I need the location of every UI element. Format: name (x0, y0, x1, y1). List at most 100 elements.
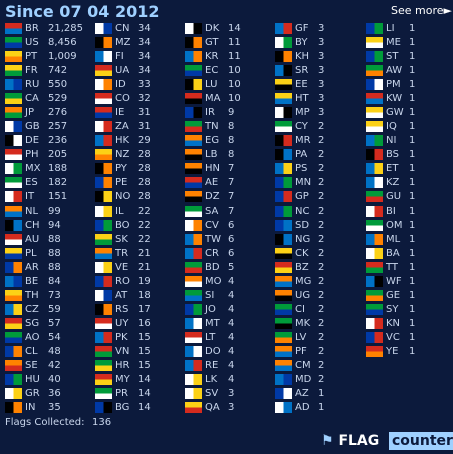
visit-count: 21 (138, 247, 151, 259)
flag-icon (185, 23, 202, 34)
country-code: UG (295, 289, 311, 301)
visit-count: 19 (138, 275, 151, 287)
flag-icon (275, 317, 292, 329)
flag-icon (185, 289, 202, 301)
visit-count: 1 (409, 219, 416, 231)
visit-count: 257 (48, 121, 68, 133)
flag-icon (95, 388, 112, 400)
visit-count: 11 (228, 51, 241, 63)
country-code: NL (25, 205, 39, 217)
country-code: GT (205, 37, 219, 49)
flag-icon (366, 65, 383, 77)
visit-count: 1 (409, 345, 416, 357)
country-code: MT (205, 317, 220, 329)
visit-count: 1 (409, 289, 416, 301)
visit-count: 1 (409, 163, 416, 175)
visit-count: 48 (48, 345, 61, 357)
flag-icon (95, 51, 112, 63)
flag-icon (95, 37, 112, 49)
visit-count: 2 (318, 149, 325, 161)
country-code: MG (295, 275, 312, 287)
flag-icon (366, 331, 383, 343)
visit-count: 4 (228, 345, 235, 357)
country-code: EC (205, 65, 219, 77)
country-code: CY (295, 121, 308, 133)
country-code: DO (205, 345, 221, 357)
flag-icon (275, 374, 292, 385)
country-code: IL (115, 205, 124, 217)
visit-count: 35 (48, 402, 61, 414)
flag-icon (95, 303, 112, 315)
visit-count: 8 (228, 121, 235, 133)
country-code: PH (25, 149, 39, 161)
flag-icon (185, 79, 202, 91)
flag-icon (5, 317, 22, 329)
flag-icon (275, 247, 292, 259)
flag-icon (366, 317, 383, 329)
visit-count: 3 (228, 388, 235, 400)
flag-icon (95, 149, 112, 161)
country-code: MA (205, 93, 221, 105)
flag-icon (185, 303, 202, 315)
visit-count: 1 (318, 388, 325, 400)
visit-count: 4 (228, 303, 235, 315)
visit-count: 54 (48, 331, 61, 343)
country-code: QA (205, 402, 220, 414)
see-more-link[interactable]: See more► (391, 4, 452, 17)
country-code: DE (25, 135, 40, 147)
visit-count: 1 (409, 37, 416, 49)
visit-count: 18 (138, 289, 151, 301)
visit-count: 2 (318, 345, 325, 357)
country-code: UA (115, 65, 130, 77)
country-code: AW (386, 65, 403, 77)
country-code: RS (115, 303, 129, 315)
footer-label: Flags Collected: (5, 417, 85, 428)
visit-count: 16 (138, 317, 151, 329)
flag-icon (275, 402, 292, 414)
country-code: GE (386, 289, 401, 301)
visit-count: 88 (48, 233, 61, 245)
visit-count: 84 (48, 275, 61, 287)
country-code: TR (115, 247, 129, 259)
flag-icon (5, 303, 22, 315)
visit-count: 8,456 (48, 37, 77, 49)
flag-icon (275, 79, 292, 91)
visit-count: 1 (409, 205, 416, 217)
country-code: CA (25, 93, 39, 105)
flag-icon (185, 261, 202, 273)
country-code: LI (386, 23, 395, 34)
country-code: SA (205, 205, 219, 217)
visit-count: 34 (138, 51, 151, 63)
country-code: IE (115, 107, 125, 119)
visit-count: 2 (318, 163, 325, 175)
country-code: AT (115, 289, 128, 301)
visit-count: 2 (318, 275, 325, 287)
country-code: RE (205, 359, 219, 371)
logo-brand: ⚑ FLAG (321, 433, 380, 449)
flag-icon (185, 149, 202, 161)
flag-icon (5, 247, 22, 259)
country-code: ME (386, 37, 401, 49)
country-code: HR (115, 359, 130, 371)
flag-icon (5, 135, 22, 147)
flag-icon (95, 219, 112, 231)
country-code: BG (115, 402, 130, 414)
visit-count: 22 (138, 205, 151, 217)
flag-icon (366, 37, 383, 49)
flag-icon (185, 135, 202, 147)
visit-count: 3 (318, 23, 325, 34)
flag-icon (366, 191, 383, 203)
visit-count: 1 (409, 121, 416, 133)
visit-count: 6 (228, 219, 235, 231)
country-code: VC (386, 331, 400, 343)
flag-icon (185, 219, 202, 231)
country-code: JO (205, 303, 216, 315)
country-code: GR (25, 388, 40, 400)
country-code: NI (386, 135, 397, 147)
country-code: BO (115, 219, 130, 231)
visit-count: 2 (318, 303, 325, 315)
visit-count: 10 (228, 79, 241, 91)
visit-count: 4 (228, 317, 235, 329)
visit-count: 28 (138, 149, 151, 161)
country-code: PE (115, 177, 128, 189)
